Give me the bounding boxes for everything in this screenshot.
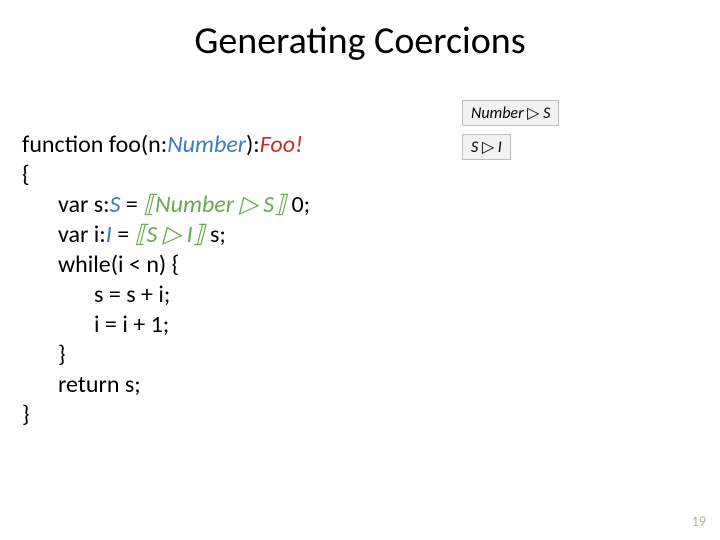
- code-line-8: }: [22, 340, 66, 370]
- badge-text: S: [471, 138, 482, 157]
- code-block: function foo(n:Number):Foo! { var s:S = …: [22, 100, 310, 430]
- code-line-3: var s:S = ⟦Number ▷ S⟧ 0;: [22, 190, 310, 220]
- triangle-icon: ▷: [482, 138, 494, 157]
- coercion-badge-1: Number ▷ S: [462, 100, 559, 126]
- page-number: 19: [692, 513, 706, 530]
- code-line-1: function foo(n:Number):Foo!: [22, 130, 303, 159]
- coercion-badge-2: S ▷ I: [462, 134, 511, 160]
- type-number: Number: [167, 130, 246, 159]
- code-line-6: s = s + i;: [22, 280, 170, 310]
- code-text: =: [120, 190, 143, 219]
- code-text: s;: [205, 220, 226, 249]
- type-s: S: [110, 190, 121, 219]
- code-line-4: var i:I = ⟦S ▷ I⟧ s;: [22, 220, 226, 250]
- coercion-expr: ⟦Number ▷ S⟧: [143, 190, 286, 219]
- badge-text: I: [494, 138, 502, 157]
- code-text: =: [112, 220, 135, 249]
- code-line-5: while(i < n) {: [22, 250, 179, 280]
- slide-title: Generating Coercions: [0, 18, 720, 64]
- code-line-10: }: [22, 400, 30, 429]
- code-line-7: i = i + 1;: [22, 310, 169, 340]
- code-line-9: return s;: [22, 370, 141, 400]
- code-text: function foo(n:: [22, 130, 167, 159]
- badge-text: S: [539, 104, 550, 123]
- triangle-icon: ▷: [527, 104, 539, 123]
- badge-text: Number: [471, 104, 527, 123]
- code-text: ):: [246, 130, 260, 159]
- code-text: 0;: [286, 190, 310, 219]
- code-text: var i:: [58, 220, 106, 249]
- code-text: var s:: [58, 190, 110, 219]
- slide: Generating Coercions function foo(n:Numb…: [0, 0, 720, 540]
- type-foo: Foo!: [260, 130, 303, 159]
- coercion-expr: ⟦S ▷ I⟧: [135, 220, 205, 249]
- code-line-2: {: [22, 160, 30, 189]
